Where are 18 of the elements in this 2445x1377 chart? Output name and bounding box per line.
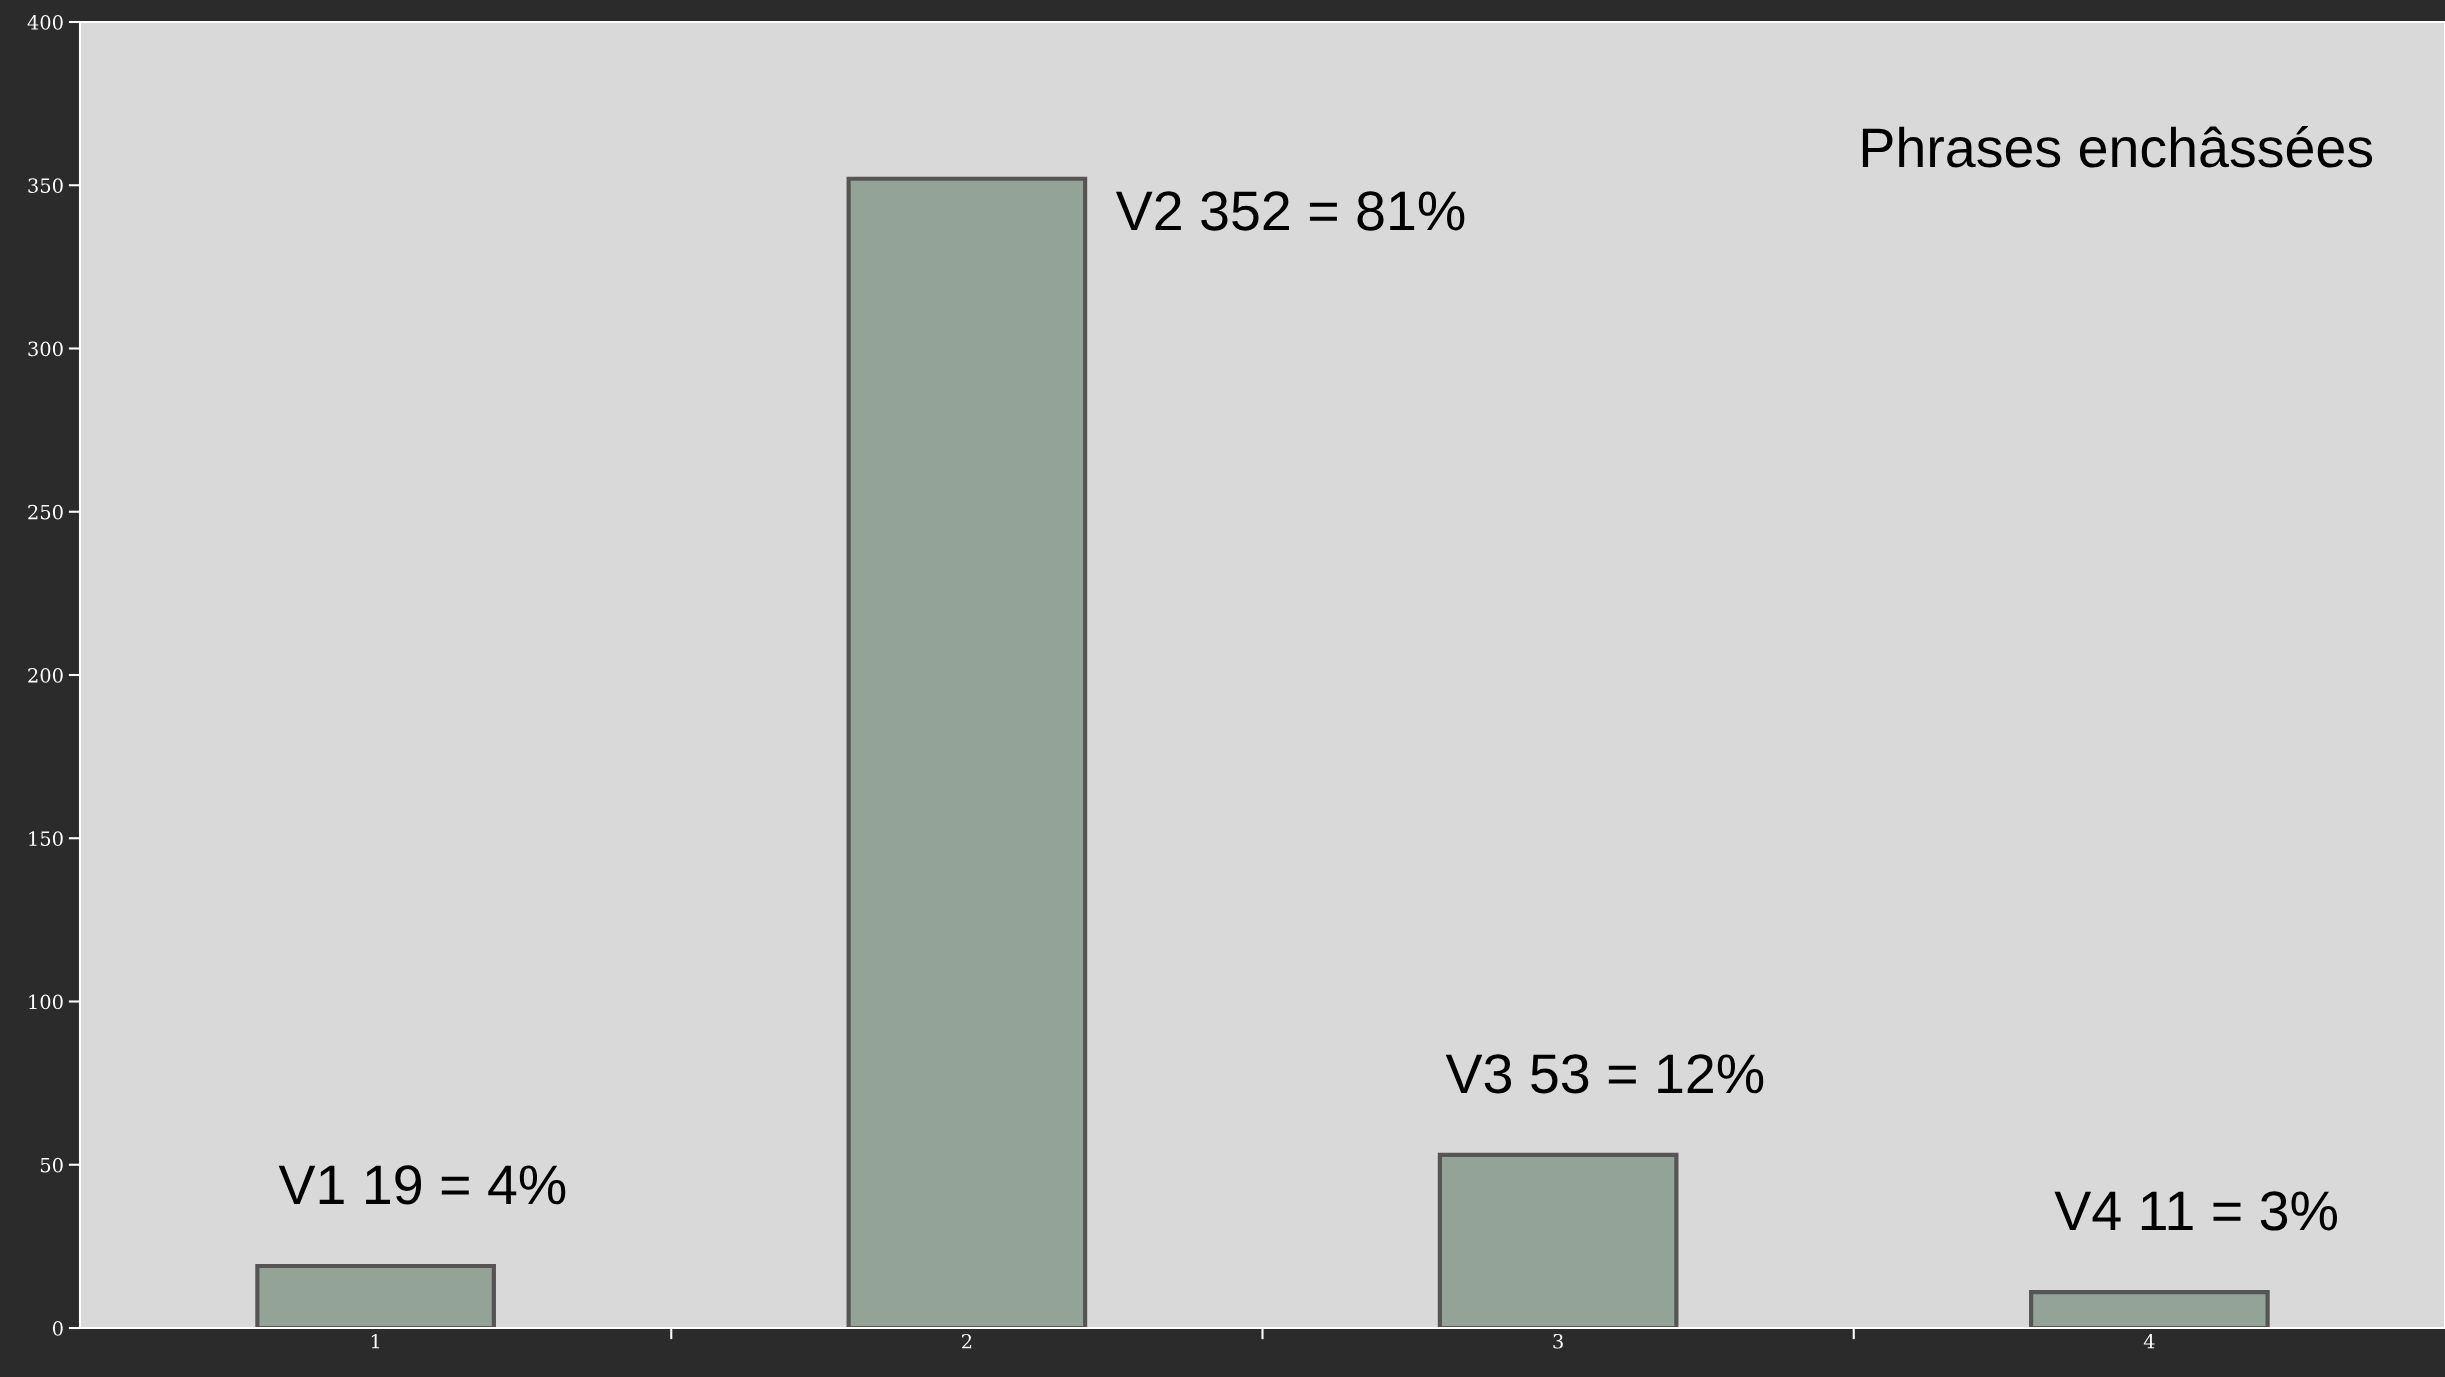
y-tick-label: 0 [52,1320,63,1336]
x-tick-label: 1 [371,1333,380,1349]
x-tick-label: 3 [1553,1333,1563,1349]
y-tick-label: 50 [40,1157,63,1173]
x-tick-label: 2 [962,1333,972,1349]
annotation: V4 11 = 3% [2054,1191,2337,1231]
annotation: V1 19 = 4% [278,1165,566,1205]
annotation: V2 352 = 81% [1115,191,1465,231]
x-tick-label: 4 [2143,1333,2155,1349]
text: Phrases enchâssées [1862,126,2373,168]
y-tick-label: 350 [28,178,63,193]
y-tick-label: 200 [28,667,63,683]
y-tick-label: 300 [28,341,63,357]
annotation: V3 53 = 12% [1445,1054,1764,1094]
y-tick-label: 250 [28,504,63,520]
y-tick-label: 100 [29,994,63,1010]
y-tick-label: 150 [29,831,63,846]
y-tick-label: 400 [27,14,63,30]
